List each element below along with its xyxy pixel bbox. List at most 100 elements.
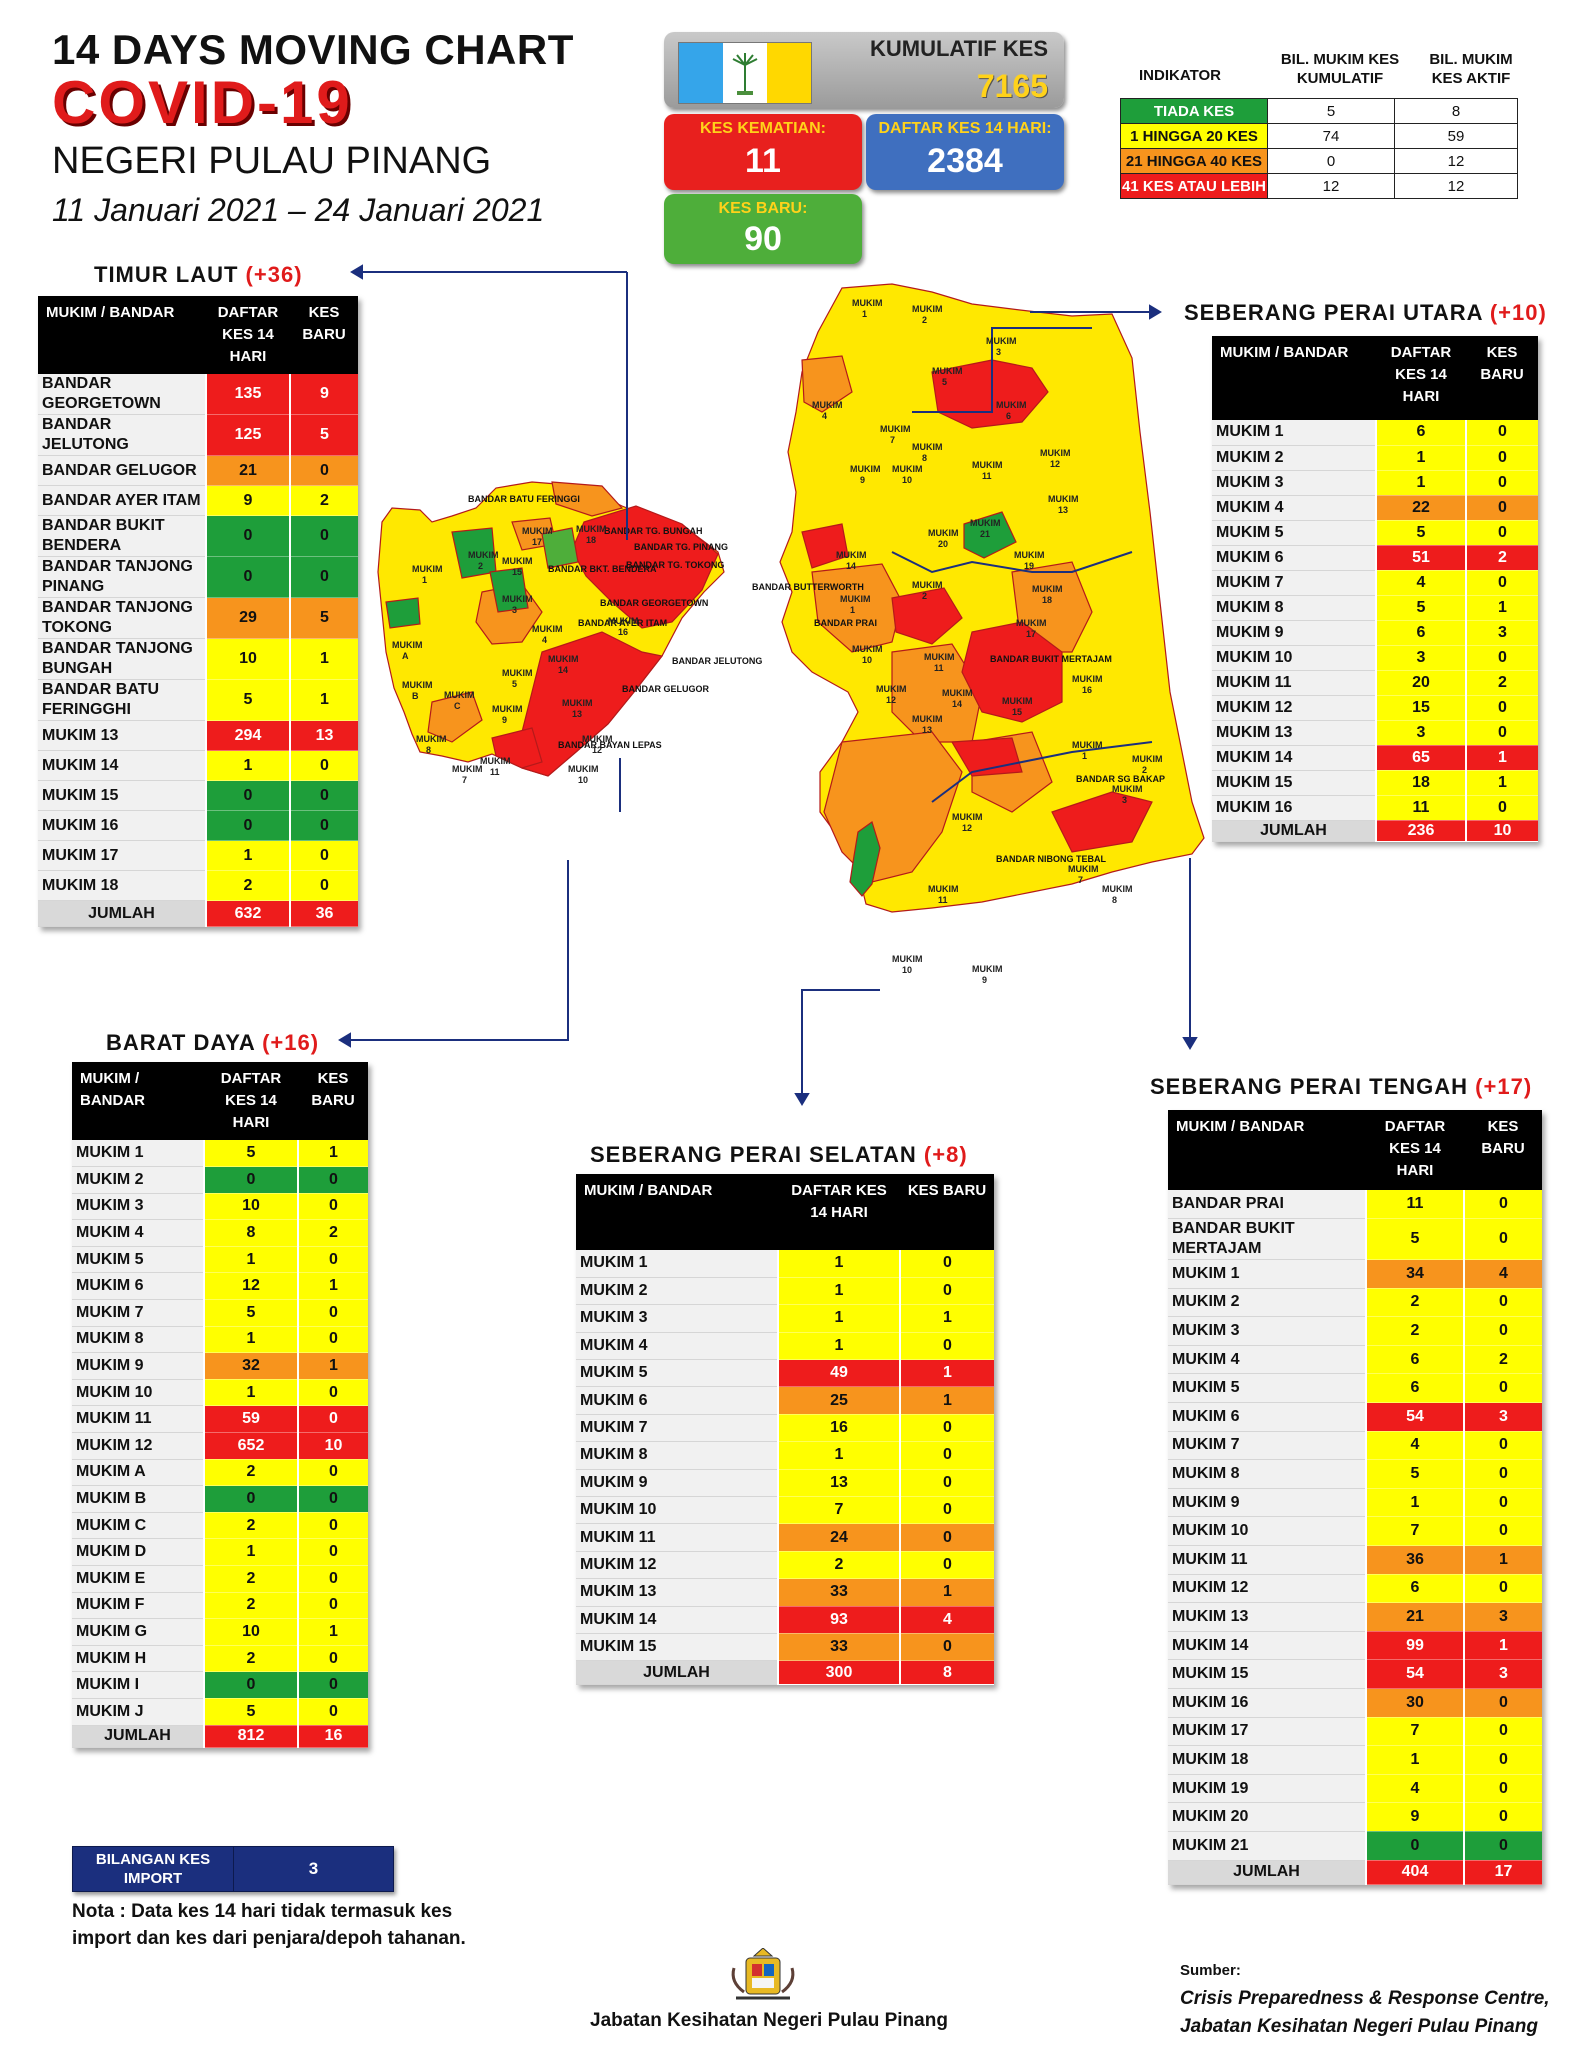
row-daftar-14: 0 [205, 556, 290, 598]
table-row: MUKIM 6 25 1 [576, 1386, 994, 1415]
table-row: MUKIM 11 24 0 [576, 1523, 994, 1552]
total-kes-baru: 17 [1463, 1860, 1542, 1886]
map-mukim-number: 4 [542, 635, 547, 645]
row-daftar-14: 10 [205, 638, 290, 680]
malaysia-coat-of-arms-icon [731, 1948, 795, 2000]
map-mukim-label: MUKIM [928, 884, 959, 894]
total-label: JUMLAH [1168, 1860, 1366, 1886]
row-kes-baru: 1 [899, 1359, 994, 1388]
row-kes-baru: 0 [1465, 645, 1538, 671]
row-daftar-14: 1 [203, 1379, 298, 1407]
row-name: MUKIM 4 [576, 1332, 778, 1361]
row-daftar-14: 2 [1365, 1288, 1464, 1318]
map-mukim-number: 10 [578, 775, 588, 785]
map-mukim-label: MUKIM [972, 460, 1003, 470]
map-mukim-number: 16 [1082, 685, 1092, 695]
row-daftar-14: 9 [1365, 1802, 1464, 1832]
row-daftar-14: 5 [205, 679, 290, 721]
indikator-kumulatif-header: BIL. MUKIM KES KUMULATIF [1280, 51, 1400, 87]
map-mukim-number: 3 [512, 605, 517, 615]
row-daftar-14: 2 [777, 1551, 900, 1580]
map-mukim-number: 4 [822, 411, 827, 421]
row-name: MUKIM J [72, 1698, 204, 1726]
row-kes-baru: 0 [297, 1379, 368, 1407]
col-daftar-14: DAFTAR KES 14 HARI [1376, 336, 1466, 420]
row-kes-baru: 0 [1465, 495, 1538, 521]
baru-box: KES BARU: 90 [664, 194, 862, 264]
sp-tengah-table: MUKIM / BANDAR DAFTAR KES 14 HARI KES BA… [1168, 1110, 1542, 1886]
row-daftar-14: 7 [1365, 1516, 1464, 1547]
row-name: MUKIM 7 [72, 1299, 204, 1327]
row-name: MUKIM 5 [1168, 1373, 1366, 1404]
row-daftar-14: 49 [777, 1359, 900, 1388]
map-mukim-label: MUKIM [836, 550, 867, 560]
map-label-nibong-tebal: BANDAR NIBONG TEBAL [996, 854, 1106, 864]
total-row: JUMLAH 236 10 [1212, 820, 1538, 842]
map-mukim-number: 8 [1112, 895, 1117, 905]
map-mukim-label: MUKIM [912, 714, 943, 724]
map-mukim-number: 10 [902, 475, 912, 485]
date-range: 11 Januari 2021 – 24 Januari 2021 [52, 192, 545, 228]
row-name: MUKIM G [72, 1618, 204, 1646]
row-daftar-14: 1 [1365, 1745, 1464, 1775]
row-name: MUKIM 8 [1168, 1459, 1366, 1489]
row-daftar-14: 25 [777, 1386, 900, 1415]
row-daftar-14: 6 [1375, 620, 1466, 646]
row-kes-baru: 0 [1463, 1488, 1542, 1518]
row-name: MUKIM C [72, 1512, 204, 1540]
map-mukim-label: MUKIM [1072, 740, 1103, 750]
row-kes-baru: 0 [297, 1166, 368, 1194]
row-name: MUKIM 2 [1212, 445, 1376, 471]
map-mukim-number: 17 [532, 537, 542, 547]
map-mukim-number: 19 [1024, 561, 1034, 571]
table-row: BANDAR TANJONG BUNGAH 10 1 [38, 638, 358, 680]
map-mukim-label: MUKIM [912, 442, 943, 452]
row-kes-baru: 0 [1463, 1431, 1542, 1461]
row-kes-baru: 0 [1465, 695, 1538, 721]
row-daftar-14: 33 [777, 1578, 900, 1607]
indicator-row: TIADA KES 5 8 [1120, 98, 1518, 124]
row-kes-baru: 1 [1465, 770, 1538, 796]
table-row: MUKIM 13 3 0 [1212, 720, 1538, 746]
table-row: MUKIM 3 10 0 [72, 1193, 368, 1221]
table-row: MUKIM 21 0 0 [1168, 1831, 1542, 1861]
row-name: MUKIM A [72, 1459, 204, 1487]
table-row: MUKIM 17 7 0 [1168, 1717, 1542, 1747]
total-label: JUMLAH [576, 1660, 778, 1685]
map-mukim-number: 13 [1058, 505, 1068, 515]
sumber-line1: Crisis Preparedness & Response Centre, [1180, 1988, 1550, 2009]
row-name: MUKIM 5 [72, 1246, 204, 1274]
table-row: MUKIM 4 22 0 [1212, 495, 1538, 521]
table-row: MUKIM 15 54 3 [1168, 1659, 1542, 1689]
indikator-aktif-header: BIL. MUKIM KES AKTIF [1429, 51, 1513, 87]
row-daftar-14: 21 [1365, 1602, 1464, 1632]
map-mukim-label: MUKIM [1068, 864, 1099, 874]
row-daftar-14: 15 [1375, 695, 1466, 721]
sp-utara-title: SEBERANG PERAI UTARA (+10) [1184, 300, 1547, 325]
row-daftar-14: 2 [205, 870, 290, 901]
map-label-jelutong: BANDAR JELUTONG [672, 656, 762, 666]
row-kes-baru: 0 [1465, 570, 1538, 596]
map-mukim-number: 9 [502, 715, 507, 725]
indicator-kumulatif: 0 [1267, 148, 1395, 174]
row-kes-baru: 0 [1463, 1373, 1542, 1404]
row-name: MUKIM 12 [1168, 1574, 1366, 1604]
table-row: MUKIM 19 4 0 [1168, 1774, 1542, 1804]
table-row: MUKIM G 10 1 [72, 1618, 368, 1646]
row-name: MUKIM 1 [1168, 1259, 1366, 1289]
row-kes-baru: 1 [1463, 1631, 1542, 1661]
row-kes-baru: 2 [297, 1219, 368, 1247]
map-label-bkt-bendera: BANDAR BKT. BENDERA [548, 564, 657, 574]
map-mukim-number: 13 [922, 725, 932, 735]
table-row: MUKIM 16 0 0 [38, 810, 358, 841]
row-name: MUKIM 10 [1168, 1516, 1366, 1547]
row-name: MUKIM 2 [1168, 1288, 1366, 1318]
row-name: MUKIM 16 [38, 810, 206, 841]
kematian-label: KES KEMATIAN: [700, 120, 826, 137]
